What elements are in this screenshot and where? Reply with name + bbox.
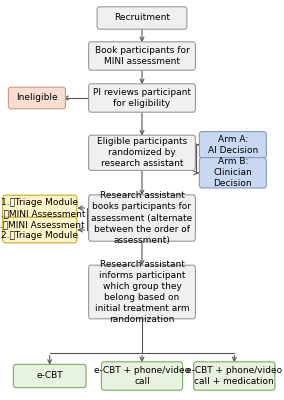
Text: e-CBT + phone/video
call + medication: e-CBT + phone/video call + medication bbox=[186, 366, 282, 386]
FancyBboxPatch shape bbox=[101, 362, 183, 390]
Text: Ineligible: Ineligible bbox=[16, 94, 58, 102]
Text: Arm A:
AI Decision: Arm A: AI Decision bbox=[208, 135, 258, 155]
Text: Research assistant
books participants for
assessment (alternate
between the orde: Research assistant books participants fo… bbox=[91, 191, 193, 245]
FancyBboxPatch shape bbox=[3, 195, 77, 221]
Text: Research assistant
informs participant
which group they
belong based on
initial : Research assistant informs participant w… bbox=[95, 260, 189, 324]
Text: Eligible participants
randomized by
research assistant: Eligible participants randomized by rese… bbox=[97, 137, 187, 168]
FancyBboxPatch shape bbox=[194, 362, 275, 390]
FancyBboxPatch shape bbox=[89, 135, 195, 170]
FancyBboxPatch shape bbox=[89, 195, 195, 241]
Text: e-CBT: e-CBT bbox=[36, 372, 63, 380]
Text: PI reviews participant
for eligibility: PI reviews participant for eligibility bbox=[93, 88, 191, 108]
Text: 1.	Triage Module
2.	MINI Assessment: 1. Triage Module 2. MINI Assessment bbox=[0, 198, 85, 218]
FancyBboxPatch shape bbox=[89, 84, 195, 112]
Text: 1.	MINI Assessment
2.	Triage Module: 1. MINI Assessment 2. Triage Module bbox=[0, 220, 85, 240]
Text: Recruitment: Recruitment bbox=[114, 14, 170, 22]
FancyBboxPatch shape bbox=[9, 87, 65, 109]
FancyBboxPatch shape bbox=[199, 158, 266, 188]
Text: Book participants for
MINI assessment: Book participants for MINI assessment bbox=[95, 46, 189, 66]
FancyBboxPatch shape bbox=[199, 132, 266, 158]
FancyBboxPatch shape bbox=[3, 217, 77, 243]
FancyBboxPatch shape bbox=[89, 265, 195, 319]
Text: Arm B:
Clinician
Decision: Arm B: Clinician Decision bbox=[214, 157, 252, 188]
FancyBboxPatch shape bbox=[13, 364, 86, 388]
FancyBboxPatch shape bbox=[97, 7, 187, 29]
FancyBboxPatch shape bbox=[89, 42, 195, 70]
Text: e-CBT + phone/video
call: e-CBT + phone/video call bbox=[94, 366, 190, 386]
